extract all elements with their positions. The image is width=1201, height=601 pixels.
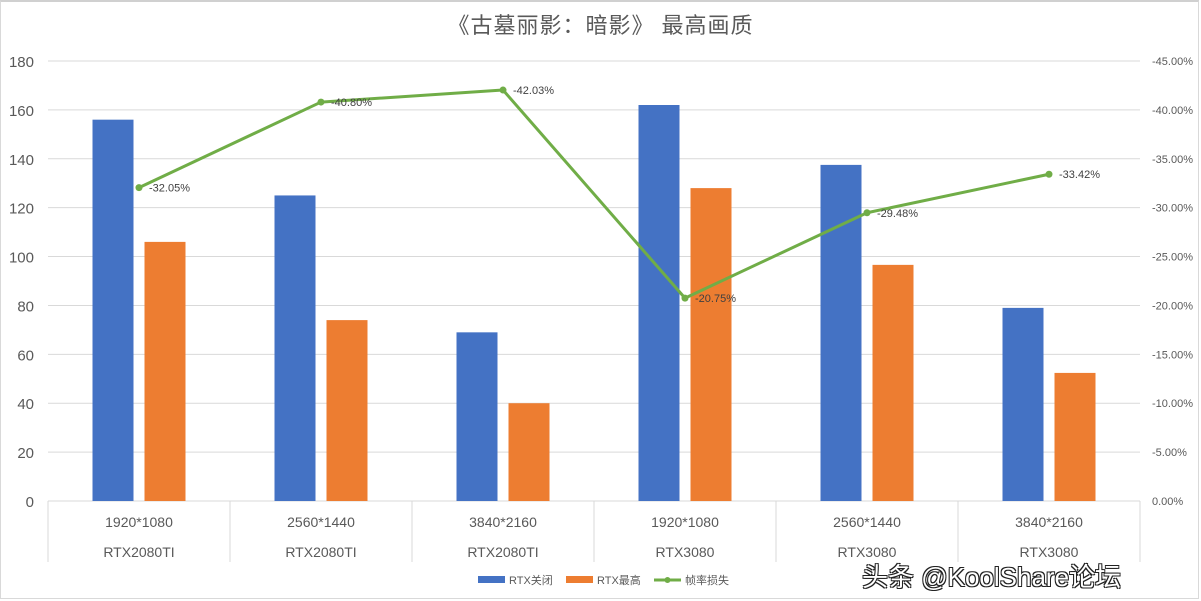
left-axis-tick: 140 xyxy=(9,152,34,169)
category-gpu-label: RTX2080TI xyxy=(285,544,356,560)
bar-rtx-off xyxy=(638,105,680,501)
line-marker xyxy=(863,209,871,217)
chart-title: 《古墓丽影：暗影》 最高画质 xyxy=(447,13,754,38)
category-gpu-label: RTX3080 xyxy=(838,544,897,560)
legend-label: RTX关闭 xyxy=(509,573,553,587)
line-data-label: -20.75% xyxy=(695,293,736,305)
line-marker xyxy=(499,86,507,94)
left-axis-tick: 120 xyxy=(9,201,34,218)
category-resolution-label: 2560*1440 xyxy=(833,514,901,530)
line-frame-loss xyxy=(138,88,1050,300)
line-marker xyxy=(681,294,689,302)
line-data-label: -29.48% xyxy=(877,208,918,220)
line-data-label: -40.80% xyxy=(331,97,372,109)
left-axis-tick: 40 xyxy=(17,396,34,413)
legend-marker xyxy=(664,577,671,583)
bar-rtx-max xyxy=(690,188,732,501)
legend-label: 帧率损失 xyxy=(685,573,729,587)
category-resolution-label: 1920*1080 xyxy=(651,514,719,530)
line-marker xyxy=(1045,170,1053,178)
right-axis-tick: -35.00% xyxy=(1152,154,1193,166)
legend-swatch xyxy=(478,576,505,583)
bar-rtx-max xyxy=(872,264,914,501)
watermark-text: 头条 @KoolShare论坛 xyxy=(862,562,1122,592)
category-resolution-label: 1920*1080 xyxy=(105,514,173,530)
line-marker xyxy=(317,98,325,106)
left-axis-tick: 0 xyxy=(26,494,34,511)
bar-rtx-off xyxy=(820,164,862,501)
bar-rtx-off xyxy=(1002,307,1044,501)
legend-label: RTX最高 xyxy=(597,573,641,587)
legend-swatch xyxy=(566,576,593,583)
left-axis-tick: 20 xyxy=(17,445,34,462)
category-gpu-label: RTX2080TI xyxy=(467,544,538,560)
left-axis-tick: 160 xyxy=(9,103,34,120)
right-axis-tick: -10.00% xyxy=(1152,398,1193,410)
right-axis-tick: -30.00% xyxy=(1152,203,1193,215)
right-axis-tick: -40.00% xyxy=(1152,105,1193,117)
right-axis-tick: -25.00% xyxy=(1152,252,1193,264)
bar-rtx-max xyxy=(326,320,368,501)
line-data-label: -42.03% xyxy=(513,85,554,97)
bar-rtx-off xyxy=(274,195,316,501)
category-resolution-label: 3840*2160 xyxy=(1015,514,1083,530)
line-data-label: -33.42% xyxy=(1059,169,1100,181)
bar-rtx-off xyxy=(456,332,498,501)
category-gpu-label: RTX3080 xyxy=(1020,544,1079,560)
left-axis-tick: 180 xyxy=(9,54,34,71)
category-gpu-label: RTX3080 xyxy=(656,544,715,560)
line-marker xyxy=(135,184,143,192)
left-axis-tick: 80 xyxy=(17,298,34,315)
left-axis-tick: 60 xyxy=(17,347,34,364)
right-axis-tick: 0.00% xyxy=(1152,496,1183,508)
left-axis-tick: 100 xyxy=(9,250,34,267)
right-axis-tick: -20.00% xyxy=(1152,300,1193,312)
category-resolution-label: 3840*2160 xyxy=(469,514,537,530)
bar-rtx-max xyxy=(508,403,550,501)
line-data-label: -32.05% xyxy=(149,183,190,195)
category-resolution-label: 2560*1440 xyxy=(287,514,355,530)
right-axis-tick: -15.00% xyxy=(1152,349,1193,361)
bar-rtx-max xyxy=(144,241,186,501)
bar-rtx-off xyxy=(92,119,134,502)
category-gpu-label: RTX2080TI xyxy=(103,544,174,560)
right-axis-tick: -45.00% xyxy=(1152,56,1193,68)
right-axis-tick: -5.00% xyxy=(1152,447,1187,459)
bar-rtx-max xyxy=(1054,372,1096,501)
